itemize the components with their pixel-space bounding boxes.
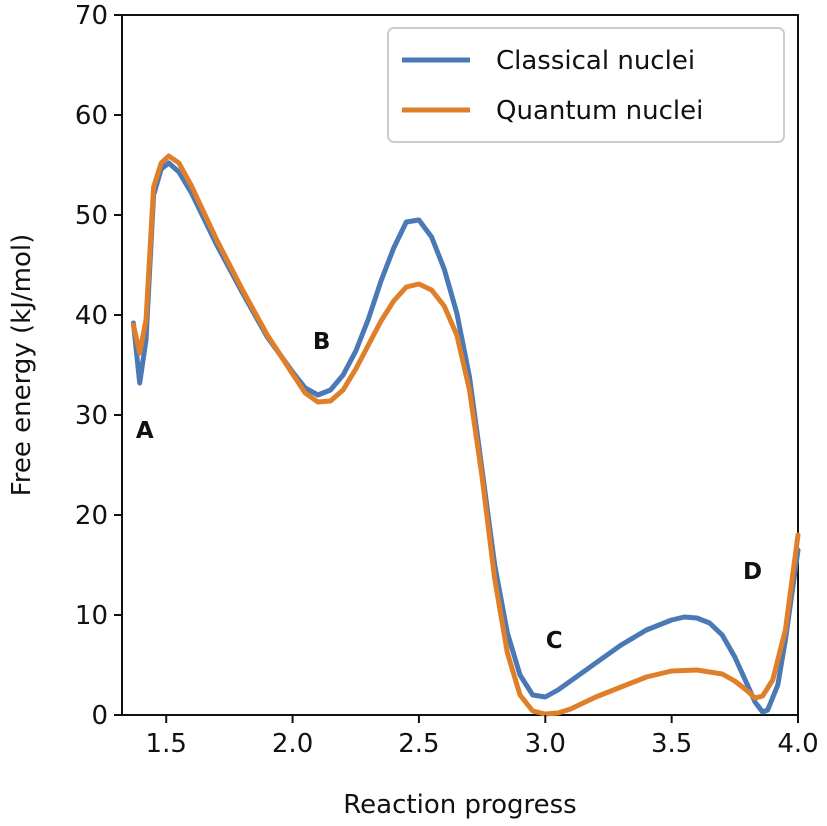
legend: Classical nuclei Quantum nuclei (387, 27, 785, 143)
annotation-c: C (546, 628, 563, 654)
x-tick-label: 4.0 (777, 729, 818, 759)
legend-label-quantum: Quantum nuclei (496, 96, 703, 126)
y-tick-label: 40 (75, 301, 108, 331)
legend-box (387, 27, 785, 143)
series-layer (130, 153, 801, 717)
legend-label-classical: Classical nuclei (496, 46, 695, 76)
series-line-quantum (130, 153, 801, 717)
annotation-b: B (313, 329, 331, 355)
point-annotations: A B C D (136, 329, 762, 654)
x-tick-label: 2.0 (272, 729, 313, 759)
plot-area-border (121, 14, 799, 716)
axes-frame (121, 14, 799, 716)
y-tick-label: 0 (91, 701, 108, 731)
y-tick-label: 70 (75, 1, 108, 31)
y-tick-label: 30 (75, 401, 108, 431)
x-tick-label: 3.0 (525, 729, 566, 759)
y-axis-label: Free energy (kJ/mol) (7, 234, 37, 497)
x-tick-label: 3.5 (651, 729, 692, 759)
x-axis-ticks: 1.5 2.0 2.5 3.0 3.5 4.0 (146, 715, 819, 759)
x-tick-label: 1.5 (146, 729, 187, 759)
annotation-a: A (136, 418, 154, 444)
y-tick-label: 10 (75, 601, 108, 631)
series-line-classical (130, 160, 801, 715)
y-tick-label: 60 (75, 101, 108, 131)
x-axis-label: Reaction progress (343, 790, 576, 820)
y-tick-label: 20 (75, 501, 108, 531)
y-axis-ticks: 0 10 20 30 40 50 60 70 (75, 1, 122, 731)
annotation-d: D (743, 559, 762, 585)
y-tick-label: 50 (75, 201, 108, 231)
x-tick-label: 2.5 (398, 729, 439, 759)
